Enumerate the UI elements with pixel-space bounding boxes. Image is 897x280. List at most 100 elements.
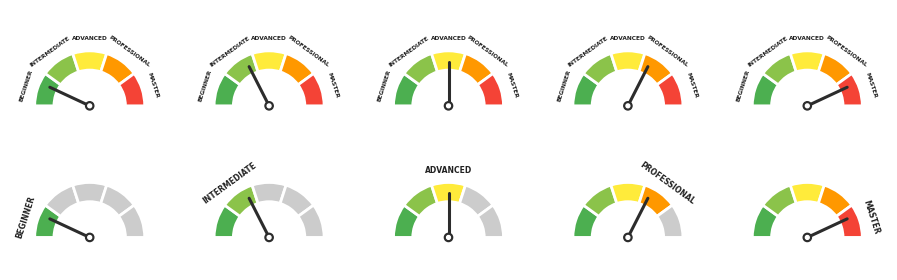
- Circle shape: [803, 102, 812, 110]
- Wedge shape: [573, 205, 599, 237]
- Circle shape: [85, 102, 94, 110]
- Circle shape: [88, 235, 91, 239]
- Text: PROFESSIONAL: PROFESSIONAL: [287, 35, 330, 68]
- Wedge shape: [252, 51, 286, 72]
- Wedge shape: [431, 183, 466, 204]
- Wedge shape: [818, 53, 852, 85]
- Wedge shape: [35, 74, 61, 106]
- Wedge shape: [214, 74, 240, 106]
- Circle shape: [626, 235, 630, 239]
- Text: ADVANCED: ADVANCED: [789, 36, 825, 41]
- Text: MASTER: MASTER: [147, 72, 160, 99]
- Text: MASTER: MASTER: [865, 72, 877, 99]
- Wedge shape: [280, 185, 314, 216]
- Wedge shape: [836, 205, 862, 237]
- Wedge shape: [611, 183, 645, 204]
- Wedge shape: [639, 53, 673, 85]
- Wedge shape: [394, 74, 420, 106]
- Text: ADVANCED: ADVANCED: [251, 36, 287, 41]
- Text: PROFESSIONAL: PROFESSIONAL: [466, 35, 509, 68]
- Text: PROFESSIONAL: PROFESSIONAL: [108, 35, 151, 68]
- Text: MASTER: MASTER: [506, 72, 518, 99]
- Text: BEGINNER: BEGINNER: [377, 68, 392, 102]
- Circle shape: [267, 104, 271, 108]
- Wedge shape: [404, 185, 438, 216]
- Wedge shape: [657, 205, 683, 237]
- Text: INTERMEDIATE: INTERMEDIATE: [568, 35, 609, 68]
- Text: BEGINNER: BEGINNER: [18, 68, 33, 102]
- Wedge shape: [224, 53, 258, 85]
- Wedge shape: [394, 205, 420, 237]
- Wedge shape: [118, 205, 144, 237]
- Text: BEGINNER: BEGINNER: [556, 68, 571, 102]
- Wedge shape: [573, 74, 599, 106]
- Text: ADVANCED: ADVANCED: [431, 36, 466, 41]
- Wedge shape: [583, 53, 617, 85]
- Wedge shape: [459, 53, 493, 85]
- Wedge shape: [45, 53, 79, 85]
- Wedge shape: [252, 183, 286, 204]
- Circle shape: [444, 233, 453, 242]
- Wedge shape: [431, 51, 466, 72]
- Text: INTERMEDIATE: INTERMEDIATE: [201, 161, 258, 206]
- Circle shape: [85, 233, 94, 242]
- Wedge shape: [118, 74, 144, 106]
- Wedge shape: [818, 185, 852, 216]
- Wedge shape: [224, 185, 258, 216]
- Text: INTERMEDIATE: INTERMEDIATE: [209, 35, 250, 68]
- Wedge shape: [35, 205, 61, 237]
- Wedge shape: [73, 183, 107, 204]
- Text: BEGINNER: BEGINNER: [14, 194, 37, 239]
- Wedge shape: [100, 53, 135, 85]
- Wedge shape: [100, 185, 135, 216]
- Circle shape: [623, 233, 632, 242]
- Wedge shape: [404, 53, 438, 85]
- Wedge shape: [762, 53, 797, 85]
- Circle shape: [803, 233, 812, 242]
- Wedge shape: [45, 185, 79, 216]
- Text: PROFESSIONAL: PROFESSIONAL: [638, 160, 696, 206]
- Wedge shape: [790, 183, 824, 204]
- Circle shape: [626, 104, 630, 108]
- Text: INTERMEDIATE: INTERMEDIATE: [747, 35, 788, 68]
- Circle shape: [267, 235, 271, 239]
- Wedge shape: [790, 51, 824, 72]
- Text: BEGINNER: BEGINNER: [197, 68, 213, 102]
- Wedge shape: [298, 74, 324, 106]
- Text: ADVANCED: ADVANCED: [72, 36, 108, 41]
- Wedge shape: [280, 53, 314, 85]
- Circle shape: [806, 235, 809, 239]
- Wedge shape: [611, 51, 645, 72]
- Wedge shape: [214, 205, 240, 237]
- Circle shape: [806, 104, 809, 108]
- Text: PROFESSIONAL: PROFESSIONAL: [646, 35, 689, 68]
- Wedge shape: [753, 74, 779, 106]
- Circle shape: [447, 104, 450, 108]
- Wedge shape: [73, 51, 107, 72]
- Circle shape: [265, 102, 274, 110]
- Text: BEGINNER: BEGINNER: [736, 68, 751, 102]
- Circle shape: [265, 233, 274, 242]
- Circle shape: [447, 235, 450, 239]
- Circle shape: [444, 102, 453, 110]
- Wedge shape: [459, 185, 493, 216]
- Circle shape: [88, 104, 91, 108]
- Text: INTERMEDIATE: INTERMEDIATE: [30, 35, 71, 68]
- Text: ADVANCED: ADVANCED: [425, 166, 472, 175]
- Wedge shape: [583, 185, 617, 216]
- Wedge shape: [753, 205, 779, 237]
- Wedge shape: [657, 74, 683, 106]
- Circle shape: [623, 102, 632, 110]
- Wedge shape: [298, 205, 324, 237]
- Wedge shape: [639, 185, 673, 216]
- Wedge shape: [836, 74, 862, 106]
- Text: ADVANCED: ADVANCED: [610, 36, 646, 41]
- Wedge shape: [477, 74, 503, 106]
- Text: MASTER: MASTER: [327, 72, 339, 99]
- Text: INTERMEDIATE: INTERMEDIATE: [388, 35, 430, 68]
- Wedge shape: [477, 205, 503, 237]
- Text: MASTER: MASTER: [861, 199, 881, 235]
- Wedge shape: [762, 185, 797, 216]
- Text: MASTER: MASTER: [685, 72, 698, 99]
- Text: PROFESSIONAL: PROFESSIONAL: [825, 35, 868, 68]
